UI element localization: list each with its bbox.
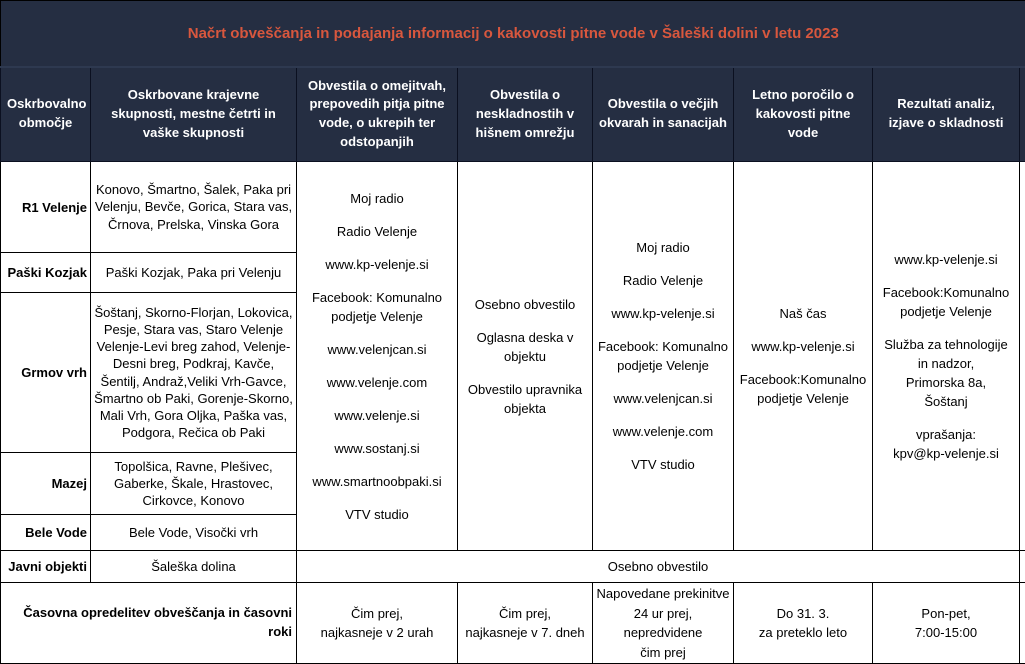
channel-noncompliance-list: Osebno obvestilo Oglasna deska v objektu O… xyxy=(458,162,593,551)
col-header-supply-area: Oskrbovalno območje xyxy=(1,67,91,162)
list-item: Facebook: Komunalno podjetje Velenje xyxy=(301,288,453,326)
page-title: Načrt obveščanja in podajanja informacij… xyxy=(1,1,1025,67)
list-item: www.velenje.com xyxy=(597,422,729,441)
list-item: vprašanja: kpv@kp-velenje.si xyxy=(877,425,1015,463)
col-header-noncompliance: Obvestila o neskladnostih v hišnem omrež… xyxy=(458,67,593,162)
timing-noncompliance: Čim prej, najkasneje v 7. dneh xyxy=(458,583,593,664)
settlements-grmov-vrh: Šoštanj, Skorno-Florjan, Lokovica, Pesje… xyxy=(91,293,297,453)
public-objects-row: Javni objekti Šaleška dolina Osebno obve… xyxy=(1,551,1025,583)
area-bele-vode: Bele Vode xyxy=(1,515,91,551)
timing-restrictions: Čim prej, najkasneje v 2 urah xyxy=(297,583,458,664)
col-header-communities: Oskrbovane krajevne skupnosti, mestne če… xyxy=(91,67,297,162)
area-r1-velenje: R1 Velenje xyxy=(1,162,91,253)
list-item: www.smartnoobpaki.si xyxy=(301,472,453,491)
timing-outages: Napovedane prekinitve 24 ur prej, nepred… xyxy=(593,583,734,664)
list-item: www.kp-velenje.si xyxy=(738,337,868,356)
list-item: VTV studio xyxy=(301,505,453,524)
list-item: www.velenje.si xyxy=(301,406,453,425)
col-header-restrictions: Obvestila o omejitvah, prepovedih pitja … xyxy=(297,67,458,162)
list-item: www.kp-velenje.si xyxy=(301,255,453,274)
list-item: Moj radio xyxy=(597,238,729,257)
settlements-paski-kozjak: Paški Kozjak, Paka pri Velenju xyxy=(91,253,297,293)
timing-annual-report: Do 31. 3. za preteklo leto xyxy=(734,583,873,664)
list-item: Osebno obvestilo xyxy=(462,295,588,314)
list-item: www.velenje.com xyxy=(301,373,453,392)
table-row: R1 Velenje Konovo, Šmartno, Šalek, Paka … xyxy=(1,162,1025,253)
list-item: Obvestilo upravnika objekta xyxy=(462,380,588,418)
cutoff-column-cell xyxy=(1020,162,1025,551)
list-item: Radio Velenje xyxy=(597,271,729,290)
list-item: Služba za tehnologije in nadzor, Primors… xyxy=(877,335,1015,411)
list-item: Facebook:Komunalno podjetje Velenje xyxy=(877,283,1015,321)
column-header-row: Oskrbovalno območje Oskrbovane krajevne … xyxy=(1,67,1025,162)
timing-label: Časovna opredelitev obveščanja in časovn… xyxy=(1,583,297,664)
list-item: www.kp-velenje.si xyxy=(597,304,729,323)
col-header-outages: Obvestila o večjih okvarah in sanacijah xyxy=(593,67,734,162)
area-javni-objekti: Javni objekti xyxy=(1,551,91,583)
timing-results: Pon-pet, 7:00-15:00 xyxy=(873,583,1020,664)
area-paski-kozjak: Paški Kozjak xyxy=(1,253,91,293)
list-item: Oglasna deska v objektu xyxy=(462,328,588,366)
list-item: Moj radio xyxy=(301,189,453,208)
title-row: Načrt obveščanja in podajanja informacij… xyxy=(1,1,1025,67)
list-item: www.velenjcan.si xyxy=(301,340,453,359)
list-item: www.kp-velenje.si xyxy=(877,250,1015,269)
settlements-bele-vode: Bele Vode, Visočki vrh xyxy=(91,515,297,551)
cutoff-column-cell xyxy=(1020,583,1025,664)
settlements-mazej: Topolšica, Ravne, Plešivec, Gaberke, Ška… xyxy=(91,453,297,515)
list-item: Facebook: Komunalno podjetje Velenje xyxy=(597,337,729,375)
area-mazej: Mazej xyxy=(1,453,91,515)
area-grmov-vrh: Grmov vrh xyxy=(1,293,91,453)
channel-results-list: www.kp-velenje.si Facebook:Komunalno podj… xyxy=(873,162,1020,551)
col-header-analysis-results: Rezultati analiz, izjave o skladnosti xyxy=(873,67,1020,162)
list-item: VTV studio xyxy=(597,455,729,474)
list-item: Naš čas xyxy=(738,304,868,323)
settlements-javni-objekti: Šaleška dolina xyxy=(91,551,297,583)
list-item: Radio Velenje xyxy=(301,222,453,241)
list-item: www.sostanj.si xyxy=(301,439,453,458)
channel-outages-list: Moj radio Radio Velenje www.kp-velenje.si F… xyxy=(593,162,734,551)
col-header-annual-report: Letno poročilo o kakovosti pitne vode xyxy=(734,67,873,162)
channel-annual-report-list: Naš čas www.kp-velenje.si Facebook:Komunal… xyxy=(734,162,873,551)
channel-restrictions-list: Moj radio Radio Velenje www.kp-velenje.si F… xyxy=(297,162,458,551)
cutoff-column-cell xyxy=(1020,551,1025,583)
settlements-r1-velenje: Konovo, Šmartno, Šalek, Paka pri Velenju… xyxy=(91,162,297,253)
public-objects-note: Osebno obvestilo xyxy=(297,551,1020,583)
list-item: www.velenjcan.si xyxy=(597,389,729,408)
cutoff-column-header xyxy=(1020,67,1025,162)
list-item: Facebook:Komunalno podjetje Velenje xyxy=(738,370,868,408)
timing-row: Časovna opredelitev obveščanja in časovn… xyxy=(1,583,1025,664)
